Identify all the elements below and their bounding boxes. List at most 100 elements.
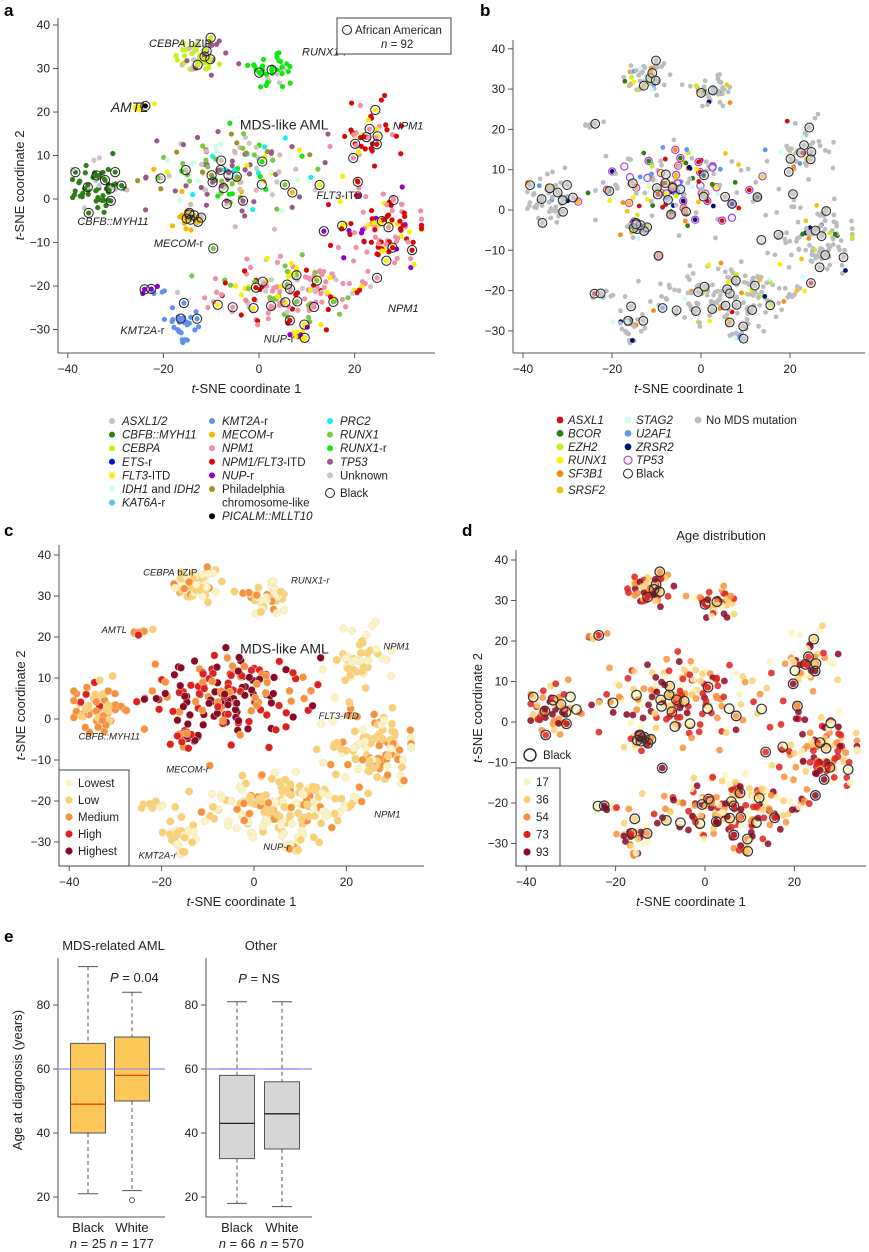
black-patient-marker [560, 706, 572, 718]
data-point [723, 613, 731, 621]
data-point [727, 100, 733, 106]
data-point [702, 78, 708, 84]
data-point [223, 700, 233, 709]
legend-label: CBFB::MYH11 [122, 430, 197, 442]
data-point [798, 205, 803, 211]
data-point [653, 688, 661, 696]
data-point [621, 74, 627, 80]
legend-swatch [109, 472, 115, 479]
data-point [772, 252, 778, 258]
data-point [802, 130, 808, 136]
black-patient-marker [352, 176, 363, 187]
panel-label-c: c [4, 521, 13, 540]
data-point [178, 847, 187, 856]
legend-swatch [523, 813, 531, 821]
data-point [715, 91, 721, 97]
black-patient-marker [753, 792, 765, 804]
data-point [692, 217, 698, 223]
black-patient-marker [803, 651, 814, 663]
black-patient-marker [110, 166, 121, 178]
data-point [667, 72, 673, 78]
black-patient-marker [654, 566, 666, 578]
data-point [235, 174, 241, 180]
data-point [762, 293, 768, 299]
data-point [203, 66, 209, 72]
data-point [101, 209, 107, 215]
annotation-gene: MECOM [154, 238, 197, 250]
data-point [610, 292, 616, 298]
data-point [638, 747, 645, 755]
data-point [651, 597, 659, 605]
data-point [180, 142, 187, 148]
black-patient-marker [769, 812, 780, 824]
y-tick-label: 40 [38, 548, 52, 562]
data-point [613, 804, 620, 811]
y-tick-label: −20 [485, 284, 506, 298]
black-patient-marker [623, 315, 634, 326]
data-point [85, 182, 91, 188]
data-point [694, 300, 699, 306]
annotation-rest: bZIP [186, 38, 212, 50]
y-tick-label: 0 [498, 203, 505, 217]
data-point [248, 833, 257, 842]
data-point [760, 814, 768, 822]
data-point [803, 225, 809, 231]
data-point [687, 263, 693, 269]
data-point [790, 749, 798, 757]
black-patient-marker [314, 179, 325, 191]
n-value: = 570 [267, 1236, 304, 1251]
data-point [809, 747, 817, 755]
n-label: n = 570 [260, 1236, 304, 1251]
data-point [807, 242, 812, 248]
data-point [766, 723, 774, 731]
black-patient-marker [626, 827, 638, 839]
data-point [705, 102, 710, 108]
data-point [316, 182, 323, 188]
black-patient-marker [656, 701, 667, 712]
data-point [279, 64, 285, 70]
data-point [196, 324, 202, 330]
data-point [222, 280, 228, 286]
data-point [418, 208, 424, 214]
legend-gene: RUNX1 [340, 443, 379, 455]
black-patient-marker [627, 178, 638, 189]
data-point [803, 247, 809, 253]
y-axis-label: t-SNE coordinate 2 [470, 653, 485, 763]
data-point [253, 144, 259, 150]
data-point [200, 143, 206, 149]
data-point [727, 333, 733, 339]
black-patient-marker [266, 64, 277, 75]
data-point [820, 776, 828, 783]
data-point [830, 236, 836, 242]
data-point [103, 186, 110, 192]
data-point [802, 160, 808, 166]
data-point [83, 162, 89, 169]
black-patient-marker [651, 55, 661, 66]
y-tick-label: 30 [495, 594, 509, 608]
data-point [702, 697, 710, 705]
cluster-annotation: AMTL [101, 625, 127, 636]
data-point [827, 262, 833, 268]
legend-label: 36 [536, 795, 549, 807]
data-point [550, 169, 555, 175]
data-point [297, 826, 306, 835]
legend-gene: IDH1 [122, 484, 148, 496]
data-point [251, 199, 257, 205]
data-point [784, 230, 790, 236]
data-point [340, 280, 346, 287]
data-point [762, 147, 768, 153]
data-point [637, 174, 643, 180]
black-patient-marker [666, 209, 676, 220]
data-point [142, 207, 149, 213]
n-label: n = 66 [219, 1236, 256, 1251]
data-point [709, 773, 717, 781]
data-point [194, 316, 200, 322]
black-patient-marker [691, 306, 701, 317]
black-patient-marker [552, 187, 563, 198]
data-point [797, 285, 803, 291]
data-point [682, 315, 687, 320]
data-point [805, 800, 813, 807]
data-point [170, 583, 179, 593]
black-patient-marker [727, 199, 737, 209]
